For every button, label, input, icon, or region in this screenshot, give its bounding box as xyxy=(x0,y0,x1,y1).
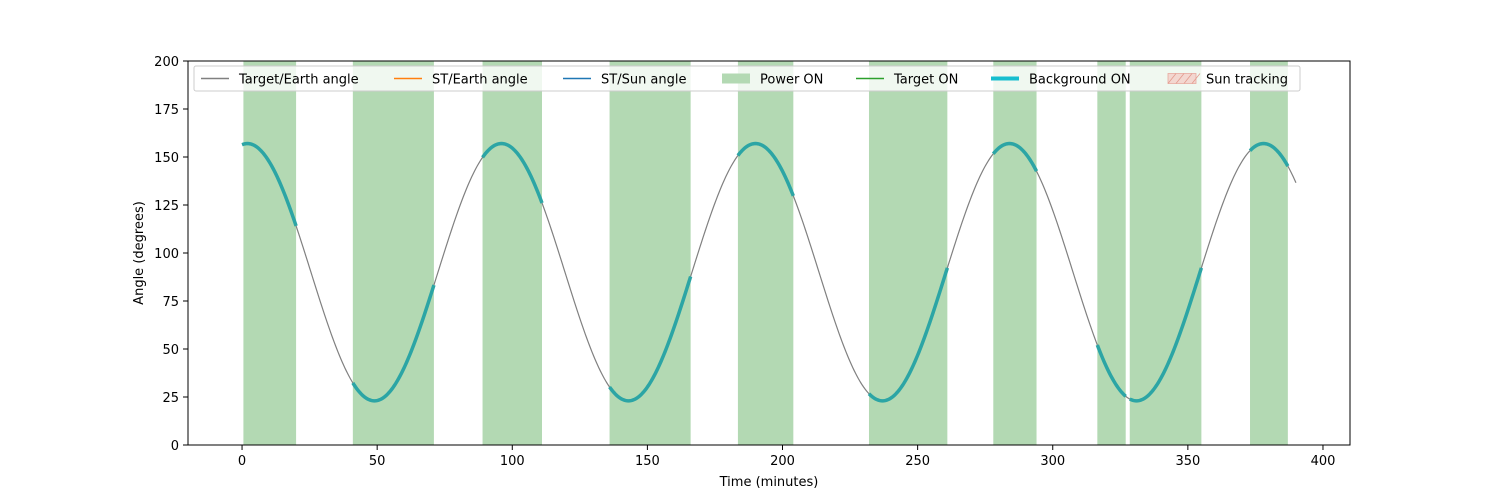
y-axis-ticks: 0 25 50 75 100 125 150 175 200 xyxy=(154,55,188,454)
x-tick-label: 200 xyxy=(770,454,795,469)
power-on-band-2 xyxy=(482,61,543,445)
background-on-segment-2 xyxy=(481,141,544,204)
legend-entry-sun-tracking-hatch xyxy=(1183,73,1193,84)
background-on-segment-7 xyxy=(1095,344,1127,398)
x-tick-label: 50 xyxy=(369,454,386,469)
x-tick-label: 0 xyxy=(238,454,246,469)
y-tick-label: 75 xyxy=(162,295,179,310)
background-on-segment-4 xyxy=(736,141,795,197)
background-on-segment-5 xyxy=(867,267,950,403)
power-on-band-8 xyxy=(1129,61,1202,445)
y-axis-label: Angle (degrees) xyxy=(132,201,147,305)
power-on-band-7 xyxy=(1097,61,1126,445)
x-tick-label: 250 xyxy=(905,454,930,469)
power-on-band-9 xyxy=(1250,61,1288,445)
background-on-segment-9 xyxy=(1248,141,1290,168)
y-tick-label: 100 xyxy=(154,247,179,262)
y-tick-label: 50 xyxy=(162,343,179,358)
power-on-band-6 xyxy=(993,61,1037,445)
y-tick-label: 125 xyxy=(154,199,179,214)
x-axis-ticks: 0 50 100 150 200 250 300 350 400 xyxy=(238,445,1335,469)
legend-entry-target-on-label: Target ON xyxy=(893,73,958,88)
x-tick-label: 100 xyxy=(500,454,525,469)
legend-entry-sun-tracking-hatch xyxy=(1167,73,1177,84)
power-on-band-5 xyxy=(868,61,948,445)
power-on-band-1 xyxy=(352,61,434,445)
x-tick-label: 150 xyxy=(635,454,660,469)
legend-entry-target-earth-angle-label: Target/Earth angle xyxy=(238,73,359,88)
power-on-bands xyxy=(243,61,1288,445)
legend-entry-st-earth-angle-label: ST/Earth angle xyxy=(432,73,528,88)
legend-entry-sun-tracking-label: Sun tracking xyxy=(1206,73,1288,88)
x-tick-label: 400 xyxy=(1311,454,1336,469)
power-on-band-0 xyxy=(243,61,297,445)
legend-entry-power-on-swatch xyxy=(722,73,750,84)
legend: Target/Earth angle ST/Earth angle ST/Sun a… xyxy=(193,65,1301,92)
background-on-segment-6 xyxy=(991,141,1039,173)
background-on-segment-1 xyxy=(351,284,436,403)
legend-entry-st-sun-angle-label: ST/Sun angle xyxy=(601,73,687,88)
background-on-segment-0 xyxy=(241,141,298,227)
legend-entry-sun-tracking-hatch xyxy=(1175,73,1185,84)
background-on-segment-8 xyxy=(1129,267,1204,403)
legend-entry-power-on-label: Power ON xyxy=(760,73,823,88)
power-on-band-4 xyxy=(737,61,794,445)
y-tick-label: 0 xyxy=(171,439,179,454)
power-on-band-3 xyxy=(609,61,691,445)
x-axis-label: Time (minutes) xyxy=(719,475,819,490)
y-tick-label: 175 xyxy=(154,103,179,118)
background-on-series xyxy=(241,141,1290,403)
legend-entry-background-on-label: Background ON xyxy=(1029,73,1131,88)
y-tick-label: 200 xyxy=(154,55,179,70)
y-tick-label: 25 xyxy=(162,391,179,406)
x-tick-label: 300 xyxy=(1040,454,1065,469)
x-tick-label: 350 xyxy=(1175,454,1200,469)
background-on-segment-3 xyxy=(608,275,693,403)
y-tick-label: 150 xyxy=(154,151,179,166)
legend-entry-sun-tracking-hatch xyxy=(1191,73,1201,84)
